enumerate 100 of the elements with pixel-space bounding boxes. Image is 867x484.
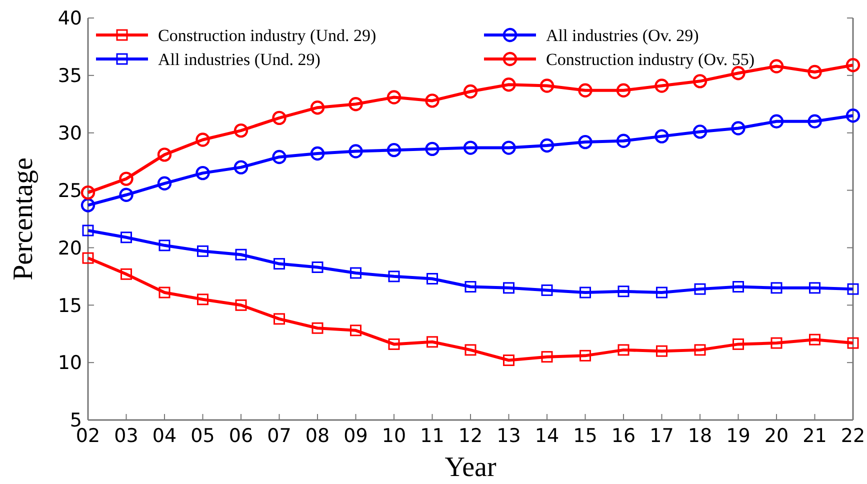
point	[120, 232, 132, 244]
x-tick-label: 12	[458, 425, 483, 447]
x-tick-label: 07	[267, 425, 292, 447]
point	[426, 272, 438, 284]
x-tick-label: 08	[305, 425, 330, 447]
point	[769, 114, 784, 128]
point	[694, 283, 706, 295]
point	[197, 294, 208, 306]
x-tick-label: 05	[190, 425, 215, 447]
point	[312, 261, 324, 273]
point	[654, 129, 669, 144]
point	[158, 240, 170, 252]
point	[578, 83, 592, 98]
point	[388, 270, 400, 282]
point	[425, 142, 440, 156]
x-tick-label: 22	[840, 425, 866, 447]
point	[847, 283, 859, 295]
point	[809, 282, 820, 294]
x-tick-label: 09	[344, 425, 368, 447]
y-tick-label: 15	[58, 294, 82, 317]
point	[158, 286, 170, 298]
point	[616, 134, 631, 148]
x-tick-label: 20	[764, 425, 789, 447]
point	[80, 198, 96, 212]
point	[694, 344, 706, 356]
point	[618, 286, 630, 298]
point	[350, 324, 362, 336]
x-tick-label: 16	[611, 425, 636, 447]
x-tick-label: 21	[802, 425, 827, 447]
point	[654, 78, 669, 93]
point	[350, 267, 362, 279]
point	[425, 94, 440, 108]
point	[348, 97, 363, 112]
point	[769, 59, 784, 74]
point	[770, 282, 782, 294]
x-tick-label: 13	[496, 425, 521, 447]
point	[502, 78, 516, 92]
point	[540, 78, 554, 93]
point	[310, 146, 325, 161]
point	[234, 123, 248, 138]
point	[731, 121, 746, 136]
point	[197, 245, 208, 257]
x-tick-label: 04	[152, 425, 177, 447]
point	[120, 268, 132, 280]
point	[846, 108, 860, 123]
x-tick-label: 18	[688, 425, 712, 447]
x-tick-label: 14	[534, 425, 560, 447]
point	[348, 144, 363, 158]
x-tick-label: 11	[420, 425, 444, 447]
point	[234, 160, 248, 174]
point	[616, 83, 631, 98]
point	[808, 114, 822, 128]
x-axis-title: Year	[444, 452, 497, 483]
point	[80, 185, 96, 200]
point	[196, 166, 210, 180]
point	[312, 322, 324, 334]
point	[274, 258, 285, 270]
point	[274, 313, 285, 325]
x-tick-label: 19	[726, 425, 750, 447]
point	[580, 286, 591, 298]
y-tick-label: 40	[58, 8, 82, 30]
point	[580, 350, 591, 362]
point	[732, 281, 744, 293]
x-tick-label: 10	[382, 425, 406, 447]
point	[157, 176, 172, 190]
point	[119, 188, 134, 202]
y-tick-label: 30	[58, 122, 82, 145]
point	[692, 124, 708, 139]
point	[426, 336, 438, 348]
legend-label: Construction industry (Ov. 55)	[546, 50, 755, 69]
point	[82, 252, 94, 264]
point	[272, 110, 286, 126]
point	[464, 344, 476, 356]
x-tick-label: 06	[228, 425, 254, 447]
point	[157, 148, 172, 162]
point	[503, 354, 514, 366]
point	[82, 224, 94, 236]
point	[235, 248, 247, 260]
y-tick-label: 20	[58, 237, 82, 260]
point	[388, 338, 400, 350]
point	[846, 58, 860, 72]
x-tick-label: 03	[114, 425, 138, 447]
legend-label: Construction industry (Und. 29)	[158, 26, 376, 45]
x-tick-label: 17	[650, 425, 674, 447]
point	[732, 338, 744, 350]
point	[196, 132, 210, 147]
point	[847, 337, 859, 349]
y-tick-label: 10	[58, 352, 82, 374]
point	[808, 64, 822, 80]
point	[386, 142, 402, 158]
point	[656, 345, 668, 357]
point	[541, 284, 553, 296]
point	[235, 299, 247, 311]
point	[502, 140, 516, 155]
y-axis-title: Percentage	[8, 158, 39, 280]
point	[386, 90, 402, 104]
x-tick-label: 15	[573, 425, 598, 447]
point	[272, 150, 286, 164]
point	[463, 140, 478, 155]
point	[692, 74, 708, 88]
